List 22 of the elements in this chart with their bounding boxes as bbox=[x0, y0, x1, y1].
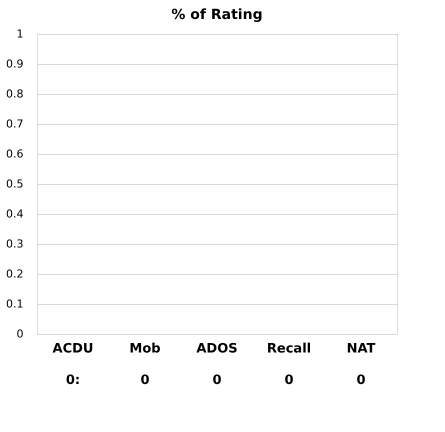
data-label: 0: bbox=[66, 373, 80, 388]
y-tick-label: 0.4 bbox=[6, 208, 24, 220]
x-tick-label: NAT bbox=[346, 342, 376, 356]
y-tick-label: 0.2 bbox=[6, 268, 24, 280]
x-tick-label: Recall bbox=[266, 342, 312, 356]
y-tick-label: 0.3 bbox=[6, 238, 24, 250]
data-label: 0 bbox=[356, 373, 366, 388]
x-tick-label: ACDU bbox=[52, 342, 94, 356]
y-tick-label: 0.5 bbox=[6, 178, 24, 190]
data-label: 0 bbox=[212, 373, 222, 388]
chart-title: % of Rating bbox=[171, 7, 263, 23]
data-label: 0 bbox=[140, 373, 150, 388]
x-tick-label: ADOS bbox=[196, 342, 238, 356]
y-tick-label: 0.1 bbox=[6, 298, 24, 310]
y-tick-label: 1 bbox=[16, 28, 24, 40]
y-tick-label: 0 bbox=[16, 328, 24, 340]
y-tick-label: 0.7 bbox=[6, 118, 24, 130]
y-tick-label: 0.9 bbox=[6, 58, 24, 70]
x-tick-label: Mob bbox=[129, 342, 161, 356]
y-tick-label: 0.6 bbox=[6, 148, 24, 160]
data-label: 0 bbox=[284, 373, 294, 388]
y-tick-label: 0.8 bbox=[6, 88, 24, 100]
